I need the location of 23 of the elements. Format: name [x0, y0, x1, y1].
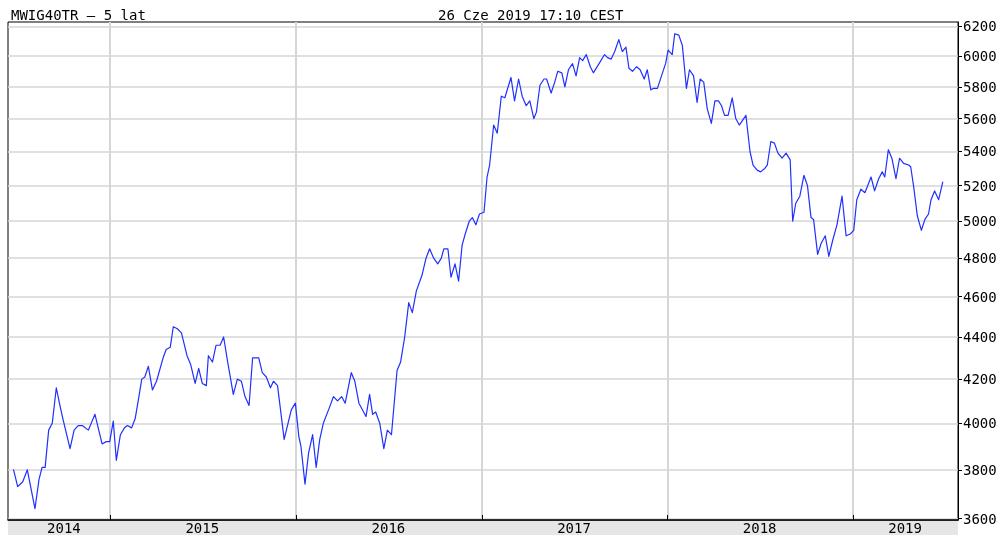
y-tick-label: 4400 [963, 328, 997, 345]
x-tick-label: 2019 [888, 520, 922, 535]
y-tick-label: 6200 [963, 18, 997, 35]
y-tick-label: 4200 [963, 371, 997, 388]
y-tick-label: 4600 [963, 288, 997, 305]
line-series [12, 33, 944, 510]
x-tick-label: 2016 [371, 520, 406, 535]
y-tick-label: 3800 [963, 461, 997, 478]
y-tick-label: 5800 [963, 78, 997, 95]
y-tick-label: 6000 [963, 48, 997, 65]
chart-title: MWIG40TR – 5 lat [11, 7, 146, 23]
chart-subtitle: 26 Cze 2019 17:10 CEST [438, 7, 624, 23]
y-tick-label: 4000 [963, 415, 997, 432]
y-tick-label: 3600 [963, 510, 997, 527]
x-tick-label: 2014 [47, 520, 81, 535]
y-tick-label: 4800 [963, 250, 997, 267]
y-tick-label: 5200 [963, 177, 997, 194]
x-tick-label: 2017 [557, 520, 591, 535]
x-tick-label: 2018 [742, 520, 777, 535]
y-tick-label: 5600 [963, 110, 997, 127]
x-tick-label: 2015 [185, 520, 220, 535]
y-tick-label: 5000 [963, 213, 997, 230]
y-tick-label: 5400 [963, 143, 997, 160]
